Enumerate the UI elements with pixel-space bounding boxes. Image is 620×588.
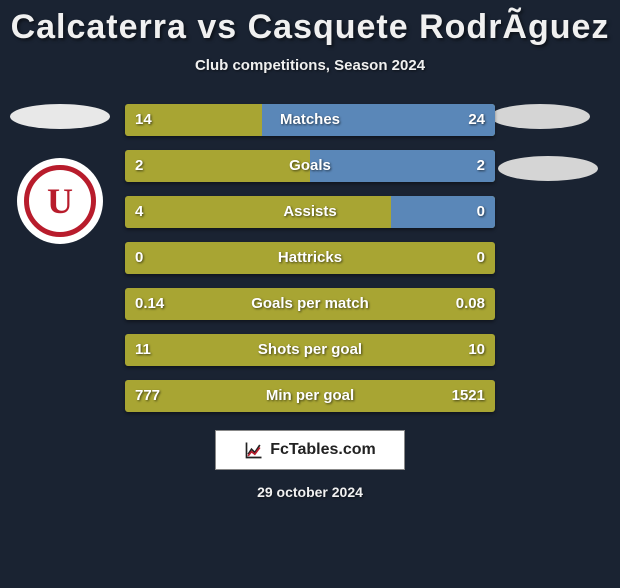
footer-logo-box[interactable]: FcTables.com	[215, 430, 405, 470]
player-oval-right-1	[490, 104, 590, 129]
bar-label: Goals	[125, 150, 495, 182]
stat-bar: 40Assists	[125, 196, 495, 228]
bar-label: Min per goal	[125, 380, 495, 412]
player-oval-left	[10, 104, 110, 129]
page-title: Calcaterra vs Casquete RodrÃ­guez	[0, 8, 620, 47]
club-badge-inner: U	[24, 165, 96, 237]
club-badge-letter: U	[47, 180, 73, 222]
footer-date: 29 october 2024	[0, 484, 620, 500]
main-area: U 1424Matches 22Goals 40Assists 00Hattricks…	[0, 104, 620, 500]
bar-label: Matches	[125, 104, 495, 136]
stat-bar: 22Goals	[125, 150, 495, 182]
player-oval-right-2	[498, 156, 598, 181]
bar-label: Assists	[125, 196, 495, 228]
club-badge: U	[17, 158, 103, 244]
bar-label: Hattricks	[125, 242, 495, 274]
stat-bar: 1424Matches	[125, 104, 495, 136]
subtitle: Club competitions, Season 2024	[0, 57, 620, 74]
stat-bar: 0.140.08Goals per match	[125, 288, 495, 320]
stat-bar: 1110Shots per goal	[125, 334, 495, 366]
bar-label: Shots per goal	[125, 334, 495, 366]
chart-icon	[244, 440, 264, 460]
stat-bar: 7771521Min per goal	[125, 380, 495, 412]
footer-logo-text: FcTables.com	[270, 441, 376, 459]
stats-bars: 1424Matches 22Goals 40Assists 00Hattricks 0.…	[125, 104, 495, 412]
bar-label: Goals per match	[125, 288, 495, 320]
stat-bar: 00Hattricks	[125, 242, 495, 274]
